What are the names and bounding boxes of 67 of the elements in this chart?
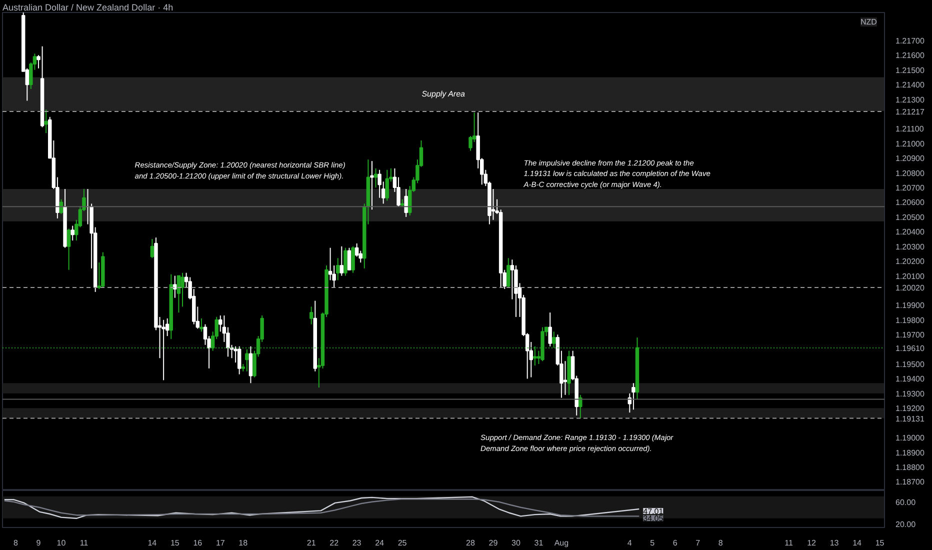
y-tick-label: 1.20100	[896, 272, 925, 281]
y-tick-label: 1.21400	[896, 80, 925, 90]
x-tick-label: 6	[672, 538, 678, 548]
x-tick-label: 11	[784, 538, 794, 548]
x-tick-label: 4	[627, 538, 632, 548]
y-tick-label: 1.18800	[896, 462, 925, 472]
y-tick-label: 1.20800	[896, 168, 925, 178]
x-tick-label: 8	[14, 538, 19, 548]
x-tick-label: 22	[330, 538, 340, 548]
y-tick-label: 1.19800	[896, 316, 925, 325]
y-tick-label: 20.00	[896, 520, 916, 529]
x-tick-label: 28	[466, 538, 476, 548]
y-tick-label: 1.20900	[896, 154, 925, 164]
x-tick-label: 31	[534, 538, 544, 548]
y-tick-label: 1.19000	[896, 434, 925, 443]
x-tick-label: 15	[875, 538, 885, 548]
y-tick-label: 1.20600	[896, 198, 925, 208]
x-tick-label: 11	[80, 538, 89, 548]
data-label: 47.01	[643, 507, 664, 516]
y-tick-label: 60.00	[896, 498, 916, 507]
y-tick-label: 1.19500	[896, 360, 925, 370]
x-tick-label: 18	[238, 538, 248, 548]
y-tick-label: 1.20700	[896, 184, 925, 193]
x-tick-label: 9	[36, 538, 42, 548]
y-tick-label: 1.18700	[896, 478, 925, 487]
ref-line-label: 1.20020	[896, 284, 925, 293]
y-tick-label: 1.20300	[896, 242, 925, 252]
x-tick-label: 13	[830, 538, 840, 548]
y-tick-label: 1.21100	[896, 124, 924, 134]
y-tick-label: 1.18900	[896, 448, 925, 458]
x-tick-label: 10	[56, 538, 66, 548]
band-label: Supply Area	[422, 90, 466, 99]
y-tick-label: 1.20500	[896, 212, 925, 222]
x-tick-label: 17	[216, 538, 226, 548]
ref-line-label: 1.21217	[896, 107, 925, 116]
x-tick-label: 14	[852, 538, 862, 548]
x-tick-label: 14	[148, 538, 158, 548]
y-tick-label: 1.19200	[896, 404, 925, 414]
y-tick-label: 1.21300	[896, 95, 925, 104]
x-tick-label: 21	[306, 538, 316, 548]
ref-line-label: 1.19131	[896, 414, 925, 424]
x-tick-label: 16	[193, 538, 203, 548]
y-axis-title: NZD	[860, 18, 878, 26]
ref-line-label: 1.19610	[896, 344, 925, 353]
y-tick-label: 1.21000	[896, 139, 925, 148]
y-tick-label: 1.20200	[896, 257, 925, 266]
x-tick-label: 15	[170, 538, 180, 548]
y-tick-label: 1.21600	[896, 51, 925, 60]
y-tick-label: 1.19300	[896, 389, 925, 398]
x-tick-label: 23	[352, 538, 362, 548]
y-tick-label: 1.19400	[896, 374, 925, 384]
y-tick-label: 1.21500	[896, 66, 925, 75]
x-tick-label: 8	[718, 538, 724, 548]
chart-title: Australian Dollar / New Zealand Dollar · 4h	[2, 2, 174, 12]
y-tick-label: 1.19900	[896, 301, 925, 310]
x-tick-label: 24	[375, 538, 385, 548]
x-tick-label: 7	[696, 538, 701, 548]
x-tick-label: Aug	[554, 538, 569, 548]
y-tick-label: 1.20400	[896, 228, 925, 237]
y-tick-label: 1.21700	[896, 36, 925, 46]
data-label: 34.05	[643, 514, 664, 524]
y-tick-label: 1.19700	[896, 330, 925, 340]
x-tick-label: 30	[512, 538, 521, 548]
x-tick-label: 29	[488, 538, 498, 548]
x-tick-label: 12	[807, 538, 817, 548]
x-tick-label: 25	[398, 538, 408, 548]
x-tick-label: 5	[650, 538, 656, 548]
